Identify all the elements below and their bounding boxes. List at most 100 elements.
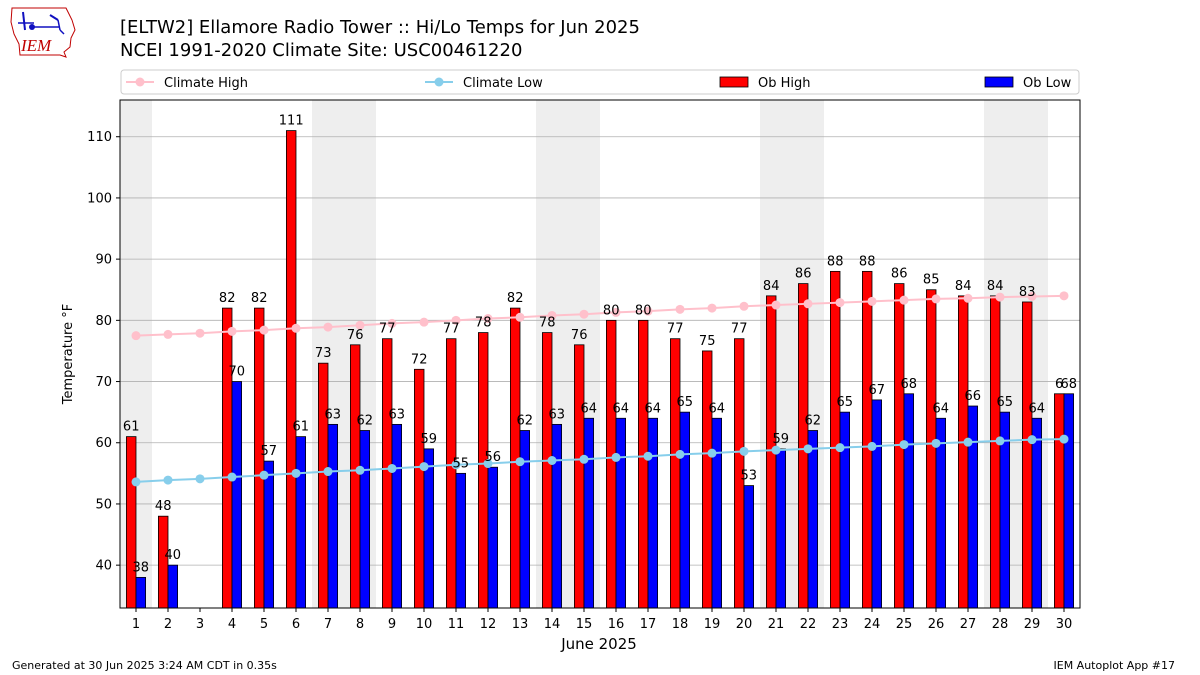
ob-low-bar xyxy=(231,381,243,609)
ob-high-label: 85 xyxy=(923,273,940,288)
climate-high-point xyxy=(707,303,717,313)
legend-climate-low-label: Climate Low xyxy=(463,76,543,91)
ob-high-bar xyxy=(638,319,649,609)
x-tick-label: 5 xyxy=(260,617,268,632)
ob-high-label: 77 xyxy=(667,322,684,337)
bars xyxy=(126,130,1075,609)
legend: Climate High Climate Low Ob High Ob Low xyxy=(120,69,1080,95)
ob-high-bar xyxy=(445,338,457,609)
legend-ob-low-swatch xyxy=(984,76,1014,88)
legend-climate-high-marker xyxy=(135,77,145,87)
ob-low-bar xyxy=(807,430,819,609)
climate-low-point xyxy=(323,467,333,477)
climate-high-point xyxy=(867,296,877,306)
ob-high-label: 88 xyxy=(859,254,876,269)
ob-high-label: 48 xyxy=(155,499,172,514)
x-tick-label: 6 xyxy=(292,617,300,632)
climate-high-point xyxy=(931,294,941,304)
x-tick-label: 15 xyxy=(576,617,593,632)
ob-high-label: 82 xyxy=(219,291,236,306)
ob-low-label: 62 xyxy=(517,414,534,429)
climate-high-point xyxy=(387,318,397,328)
climate-low-point xyxy=(771,445,781,455)
ob-low-label: 63 xyxy=(325,407,342,422)
ob-low-bar xyxy=(487,466,499,609)
climate-low-point xyxy=(803,444,813,454)
y-tick-label: 100 xyxy=(87,191,112,206)
ob-high-bar xyxy=(1022,301,1033,609)
ob-high-label: 80 xyxy=(603,303,620,318)
climate-high-point xyxy=(739,301,749,311)
ob-low-label: 70 xyxy=(229,365,246,380)
climate-low-point xyxy=(515,457,525,467)
x-tick-label: 20 xyxy=(736,617,753,632)
ob-low-bar xyxy=(679,411,691,609)
climate-low-point xyxy=(483,459,493,469)
climate-high-point xyxy=(1059,291,1069,301)
ob-low-label: 64 xyxy=(1029,401,1046,416)
ob-low-label: 67 xyxy=(869,383,886,398)
climate-low-point xyxy=(963,437,973,447)
ob-low-label: 57 xyxy=(261,444,278,459)
ob-high-label: 72 xyxy=(411,352,428,367)
x-tick-label: 24 xyxy=(864,617,881,632)
climate-low-point xyxy=(195,474,205,484)
ob-low-bar xyxy=(583,417,595,609)
ob-low-bar xyxy=(551,423,563,609)
ob-high-bar xyxy=(670,338,681,609)
gridlines xyxy=(120,136,1080,566)
ob-low-bar xyxy=(711,417,723,609)
ob-low-label: 65 xyxy=(837,395,854,410)
climate-low-point xyxy=(675,449,685,459)
x-tick-label: 2 xyxy=(164,617,172,632)
climate-high-point xyxy=(611,307,621,317)
climate-low-point xyxy=(707,448,717,458)
ob-low-label: 64 xyxy=(581,401,598,416)
ob-low-label: 61 xyxy=(293,420,310,435)
ob-high-bar xyxy=(830,270,841,609)
ob-high-label: 80 xyxy=(635,303,652,318)
ob-low-label: 53 xyxy=(741,469,758,484)
climate-low-point xyxy=(835,443,845,453)
ob-high-label: 61 xyxy=(123,420,140,435)
ob-high-bar xyxy=(381,338,393,609)
climate-high-point xyxy=(227,326,237,336)
climate-high-point xyxy=(547,310,557,320)
climate-high-point xyxy=(291,323,301,333)
ob-high-label: 77 xyxy=(731,322,748,337)
x-tick-label: 8 xyxy=(356,617,364,632)
ob-low-label: 64 xyxy=(613,401,630,416)
climate-low-line xyxy=(135,438,1065,483)
climate-high-point xyxy=(803,299,813,309)
weather-station-icon xyxy=(18,11,65,35)
climate-low-point xyxy=(579,454,589,464)
y-tick-label: 60 xyxy=(95,436,112,451)
climate-low-point xyxy=(163,475,173,485)
ob-low-label: 64 xyxy=(933,401,950,416)
ob-low-bar xyxy=(423,448,435,609)
ob-low-bar xyxy=(1031,417,1043,609)
ob-low-label: 65 xyxy=(677,395,694,410)
ob-low-bar xyxy=(967,405,979,609)
ob-high-bar xyxy=(221,307,233,609)
ob-low-label: 68 xyxy=(901,377,918,392)
ob-high-bar xyxy=(862,270,873,609)
x-tick-label: 30 xyxy=(1056,617,1073,632)
ob-high-label: 86 xyxy=(795,267,812,282)
chart-subtitle: NCEI 1991-2020 Climate Site: USC00461220 xyxy=(120,40,523,61)
x-tick-label: 12 xyxy=(480,617,497,632)
ob-high-label: 77 xyxy=(443,322,460,337)
x-tick-label: 4 xyxy=(228,617,236,632)
x-tick-label: 7 xyxy=(324,617,332,632)
climate-low-point xyxy=(451,460,461,470)
ob-low-label: 62 xyxy=(357,414,374,429)
ob-low-bar xyxy=(167,564,179,609)
climate-low-point xyxy=(867,441,877,451)
x-tick-label: 1 xyxy=(132,617,140,632)
climate-low-point xyxy=(291,468,301,478)
ob-high-bar xyxy=(926,289,937,609)
ob-high-bar xyxy=(285,130,297,609)
climate-high-point xyxy=(995,292,1005,302)
